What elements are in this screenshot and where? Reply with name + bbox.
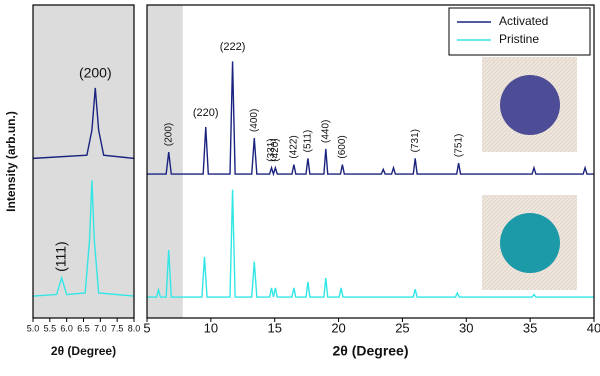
- peak-label: (222): [220, 41, 246, 53]
- series-line: [147, 189, 594, 298]
- x-tick-label: 30: [459, 320, 473, 335]
- series-line: [32, 87, 135, 160]
- peak-label: (511): [303, 130, 314, 153]
- x-tick-label: 20: [331, 320, 345, 335]
- x-tick-label: 5.5: [44, 323, 57, 333]
- legend-box: [448, 7, 591, 56]
- panel: 5.0 5.5 6.0 6.5 7.0 7.5 8.0 2θ (Degree) Intensit…: [4, 4, 141, 358]
- series-line: [147, 61, 594, 177]
- peak-label: (422): [289, 135, 300, 158]
- legend-label: Pristine: [499, 32, 539, 46]
- x-tick-label: 15: [267, 320, 281, 335]
- peak-label: (751): [453, 134, 464, 157]
- peak-label: (400): [249, 109, 260, 132]
- peak-label: (200): [79, 65, 112, 81]
- x-tick-label: 10: [204, 320, 218, 335]
- panel: 5 10 15 20 25 30 35 40 2θ (Degree) (200) (220) (222…: [143, 4, 600, 359]
- peak-label: (420): [270, 138, 281, 161]
- series-line: [32, 180, 135, 297]
- x-tick-label: 7.0: [94, 323, 107, 333]
- legend-label: Activated: [499, 14, 548, 28]
- y-axis-title: Intensity (arb.un.): [4, 111, 18, 212]
- photo-pristine: [482, 195, 577, 290]
- peak-label: (600): [337, 135, 348, 158]
- x-tick-label: 25: [395, 320, 409, 335]
- peak-label: (731): [410, 129, 421, 152]
- peak-label: (111): [52, 241, 68, 272]
- x-tick-label: 40: [587, 320, 600, 335]
- plot-frame: [32, 4, 135, 319]
- shaded-region: [147, 5, 183, 318]
- x-tick-label: 7.5: [111, 323, 124, 333]
- shaded-region: [33, 5, 134, 318]
- x-axis-title: 2θ (Degree): [332, 343, 408, 359]
- peak-label: (220): [193, 107, 219, 119]
- peak-label: (200): [163, 123, 174, 146]
- x-axis-title: 2θ (Degree): [51, 344, 116, 358]
- x-tick-label: 8.0: [128, 323, 141, 333]
- plot-frame: [146, 4, 595, 319]
- x-tick-label: 5: [143, 320, 150, 335]
- photo-activated: [482, 57, 577, 152]
- x-tick-label: 35: [523, 320, 537, 335]
- x-tick-label: 6.0: [60, 323, 73, 333]
- x-tick-label: 5.0: [27, 323, 40, 333]
- peak-label: (331): [266, 138, 277, 161]
- x-tick-label: 6.5: [77, 323, 90, 333]
- peak-label: (440): [320, 120, 331, 143]
